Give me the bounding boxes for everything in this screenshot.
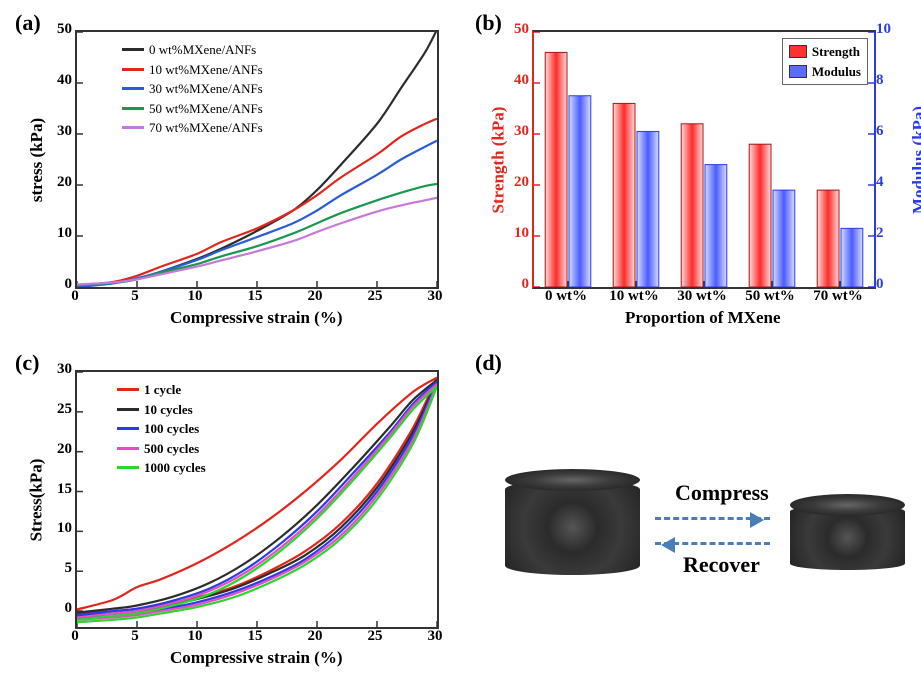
recover-arrow [655,542,770,545]
panel-a-plotbox: 0 wt%MXene/ANFs10 wt%MXene/ANFs30 wt%MXe… [75,30,439,289]
panel-d: (d) Compress Recover [470,350,920,680]
legend-item: 1000 cycles [117,458,206,478]
panel-a-label: (a) [15,10,41,36]
compress-label: Compress [675,480,769,506]
compress-cylinder-short [790,505,905,570]
panel-c-legend: 1 cycle10 cycles100 cycles500 cycles1000… [117,380,206,478]
panel-c-label: (c) [15,350,39,376]
panel-b-xlabel: Proportion of MXene [625,308,781,328]
panel-c-xlabel: Compressive strain (%) [170,648,343,668]
legend-item: Strength [789,42,861,62]
panel-c-plotbox: 1 cycle10 cycles100 cycles500 cycles1000… [75,370,439,629]
legend-item: 500 cycles [117,439,206,459]
legend-item: 100 cycles [117,419,206,439]
panel-a: (a) 0 wt%MXene/ANFs10 wt%MXene/ANFs30 wt… [10,10,460,340]
recover-label: Recover [683,552,760,578]
legend-item: 10 cycles [117,400,206,420]
figure-grid: (a) 0 wt%MXene/ANFs10 wt%MXene/ANFs30 wt… [10,10,911,680]
panel-c: (c) 1 cycle10 cycles100 cycles500 cycles… [10,350,460,680]
legend-item: 50 wt%MXene/ANFs [122,99,263,119]
legend-item: 0 wt%MXene/ANFs [122,40,263,60]
panel-b-label: (b) [475,10,502,36]
compress-arrow [655,517,770,520]
panel-d-diagram: Compress Recover [470,350,920,680]
legend-item: 70 wt%MXene/ANFs [122,118,263,138]
panel-a-xlabel: Compressive strain (%) [170,308,343,328]
compress-cylinder-tall [505,480,640,575]
legend-item: Modulus [789,62,861,82]
legend-item: 10 wt%MXene/ANFs [122,60,263,80]
legend-item: 30 wt%MXene/ANFs [122,79,263,99]
panel-b-plotbox: StrengthModulus [532,30,876,289]
panel-a-legend: 0 wt%MXene/ANFs10 wt%MXene/ANFs30 wt%MXe… [122,40,263,138]
panel-b-legend: StrengthModulus [782,38,868,85]
panel-b-ylabel-right: Modulus (kPa) [909,106,921,214]
legend-item: 1 cycle [117,380,206,400]
panel-b: (b) StrengthModulus Strength (kPa) Modul… [470,10,920,340]
